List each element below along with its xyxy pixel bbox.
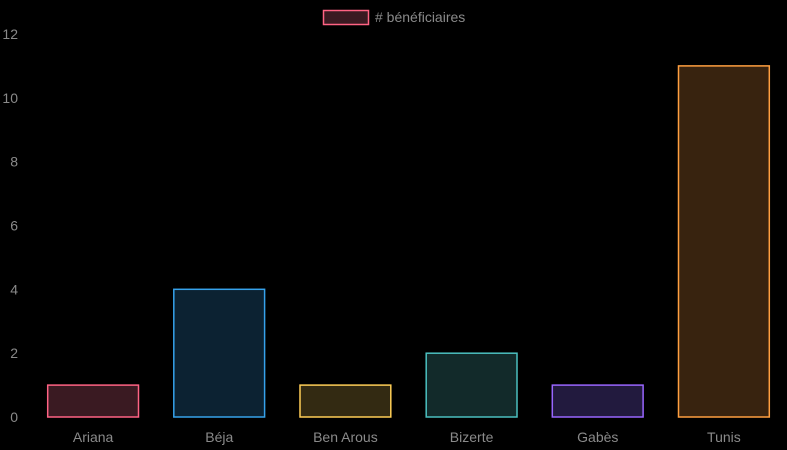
- x-tick-label: Ariana: [73, 429, 114, 445]
- legend-swatch[interactable]: [322, 9, 370, 26]
- bar-tunis[interactable]: [677, 65, 771, 418]
- x-tick-label: Bizerte: [450, 429, 494, 445]
- y-tick-label: 0: [10, 409, 18, 425]
- x-axis: Ariana Béja Ben Arous Bizerte Gabès Tunis: [73, 429, 741, 445]
- y-tick-label: 10: [2, 90, 18, 106]
- y-tick-label: 8: [10, 154, 18, 170]
- bar-bizerte[interactable]: [425, 352, 518, 418]
- bar-ariana[interactable]: [46, 384, 140, 418]
- chart-legend[interactable]: # bénéficiaires: [322, 9, 466, 26]
- bar-ben-arous[interactable]: [299, 384, 392, 418]
- y-tick-label: 2: [10, 345, 18, 361]
- x-tick-label: Ben Arous: [313, 429, 378, 445]
- y-tick-label: 6: [10, 218, 18, 234]
- legend-label-beneficiaires[interactable]: # bénéficiaires: [375, 9, 465, 25]
- y-tick-label: 12: [2, 26, 18, 42]
- x-tick-label: Gabès: [577, 429, 618, 445]
- bar-b-ja[interactable]: [173, 288, 266, 418]
- y-axis: 0 2 4 6 8 10 12: [2, 26, 18, 425]
- x-tick-label: Béja: [205, 429, 233, 445]
- x-tick-label: Tunis: [707, 429, 741, 445]
- bars: [46, 65, 771, 418]
- bar-gab-s[interactable]: [551, 384, 644, 418]
- y-tick-label: 4: [10, 281, 18, 297]
